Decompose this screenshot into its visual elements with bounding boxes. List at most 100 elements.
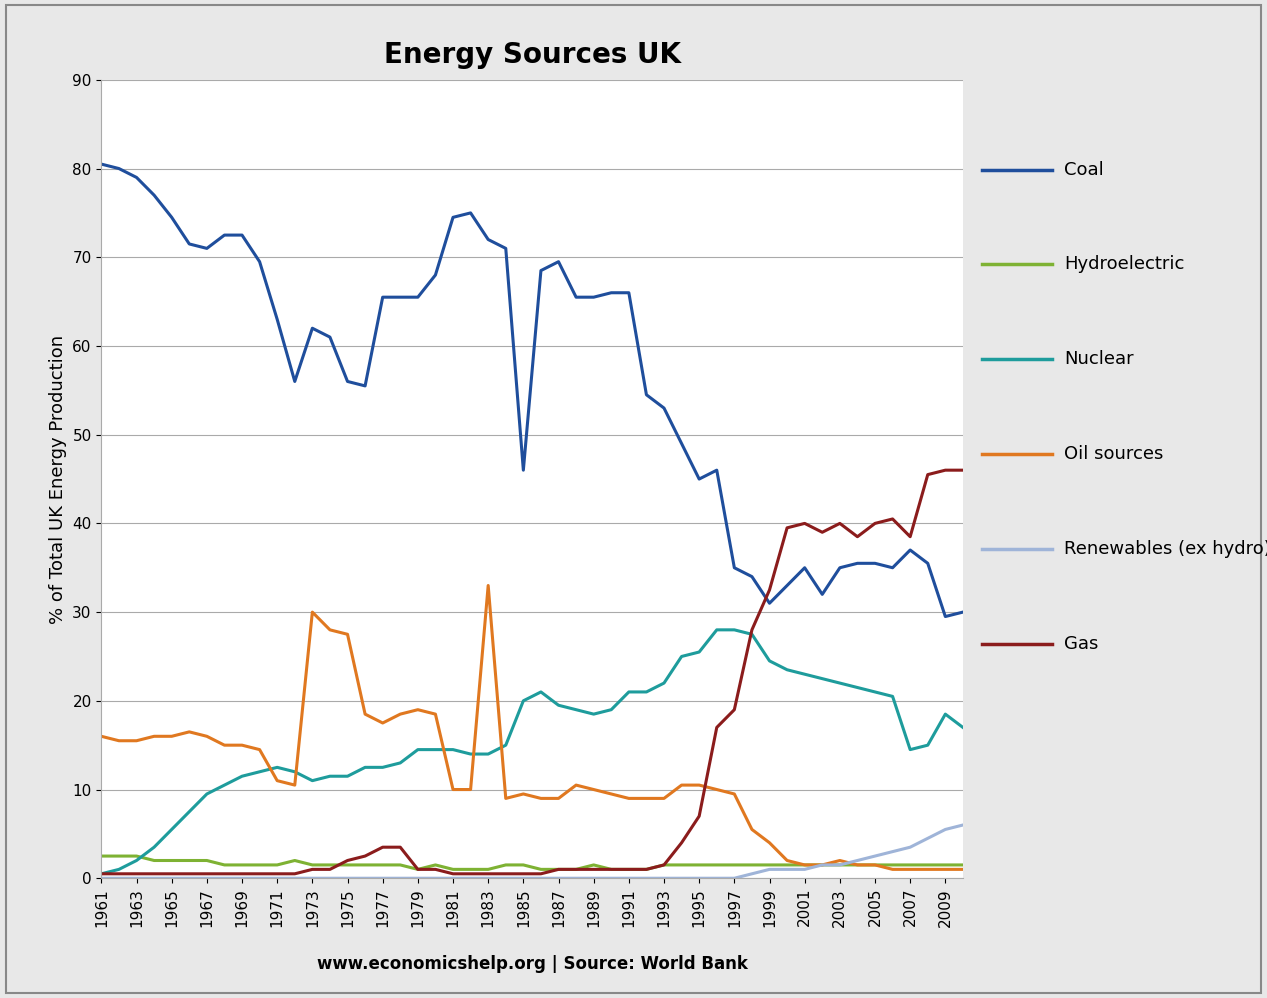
Hydroelectric (551, 863, 566, 875)
Nuclear (147, 841, 162, 853)
Nuclear (850, 682, 865, 694)
Nuclear (446, 744, 461, 755)
Renewables (ex hydro) (621, 872, 636, 884)
Coal (710, 464, 725, 476)
Coal (288, 375, 303, 387)
Nuclear (603, 704, 618, 716)
Gas (199, 868, 214, 880)
Oil sources (181, 726, 196, 738)
Renewables (ex hydro) (797, 863, 812, 875)
Nuclear (252, 765, 267, 777)
Coal (252, 255, 267, 267)
Oil sources (621, 792, 636, 804)
Nuclear (621, 686, 636, 698)
Nuclear (761, 655, 777, 667)
Gas (797, 517, 812, 529)
Title: Energy Sources UK: Energy Sources UK (384, 41, 680, 69)
Gas (480, 868, 495, 880)
Nuclear (533, 686, 549, 698)
Renewables (ex hydro) (498, 872, 513, 884)
Y-axis label: % of Total UK Energy Production: % of Total UK Energy Production (48, 334, 67, 624)
Nuclear (480, 748, 495, 760)
Hydroelectric (411, 863, 426, 875)
Text: Renewables (ex hydro): Renewables (ex hydro) (1064, 540, 1267, 558)
Gas (569, 863, 584, 875)
Renewables (ex hydro) (551, 872, 566, 884)
Renewables (ex hydro) (692, 872, 707, 884)
Coal (147, 190, 162, 202)
Hydroelectric (779, 859, 794, 871)
Oil sources (322, 624, 337, 636)
Gas (129, 868, 144, 880)
Coal (761, 597, 777, 609)
Hydroelectric (288, 854, 303, 866)
Gas (744, 624, 759, 636)
Renewables (ex hydro) (938, 823, 953, 835)
Renewables (ex hydro) (393, 872, 408, 884)
Coal (868, 557, 883, 569)
Renewables (ex hydro) (111, 872, 127, 884)
Nuclear (375, 761, 390, 773)
Nuclear (551, 700, 566, 712)
Renewables (ex hydro) (322, 872, 337, 884)
Hydroelectric (727, 859, 742, 871)
Renewables (ex hydro) (727, 872, 742, 884)
Oil sources (832, 854, 848, 866)
Oil sources (357, 709, 372, 721)
Nuclear (428, 744, 443, 755)
Renewables (ex hydro) (357, 872, 372, 884)
Text: Hydroelectric: Hydroelectric (1064, 255, 1185, 273)
Hydroelectric (710, 859, 725, 871)
Gas (411, 863, 426, 875)
Nuclear (411, 744, 426, 755)
Coal (832, 562, 848, 574)
Coal (357, 380, 372, 392)
Gas (288, 868, 303, 880)
Renewables (ex hydro) (955, 819, 971, 831)
Oil sources (779, 854, 794, 866)
Hydroelectric (639, 863, 654, 875)
Renewables (ex hydro) (480, 872, 495, 884)
Oil sources (850, 859, 865, 871)
Oil sources (288, 779, 303, 791)
Oil sources (533, 792, 549, 804)
Coal (480, 234, 495, 246)
Gas (674, 836, 689, 848)
Nuclear (498, 740, 513, 751)
Nuclear (656, 677, 672, 689)
Hydroelectric (199, 854, 214, 866)
Renewables (ex hydro) (428, 872, 443, 884)
Nuclear (94, 868, 109, 880)
Oil sources (674, 779, 689, 791)
Nuclear (288, 765, 303, 777)
Coal (411, 291, 426, 303)
Coal (340, 375, 355, 387)
Gas (498, 868, 513, 880)
Gas (710, 722, 725, 734)
Hydroelectric (322, 859, 337, 871)
Nuclear (322, 770, 337, 782)
Coal (902, 544, 917, 556)
Renewables (ex hydro) (761, 863, 777, 875)
Hydroelectric (815, 859, 830, 871)
Gas (884, 513, 900, 525)
Hydroelectric (533, 863, 549, 875)
Gas (551, 863, 566, 875)
Nuclear (270, 761, 285, 773)
Renewables (ex hydro) (375, 872, 390, 884)
Coal (181, 238, 196, 250)
Renewables (ex hydro) (252, 872, 267, 884)
Nuclear (920, 740, 935, 751)
Oil sources (305, 606, 321, 618)
Coal (217, 230, 232, 242)
Renewables (ex hydro) (902, 841, 917, 853)
Hydroelectric (656, 859, 672, 871)
Hydroelectric (462, 863, 478, 875)
Hydroelectric (270, 859, 285, 871)
Gas (902, 531, 917, 543)
Coal (305, 322, 321, 334)
Hydroelectric (94, 850, 109, 862)
Renewables (ex hydro) (217, 872, 232, 884)
Hydroelectric (446, 863, 461, 875)
Nuclear (165, 823, 180, 835)
